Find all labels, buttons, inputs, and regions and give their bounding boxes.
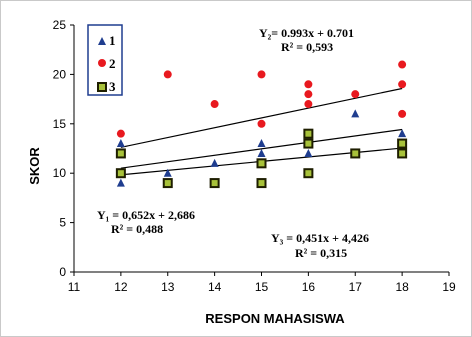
point-series-3 (209, 178, 220, 189)
point-series-3 (397, 138, 408, 149)
point-series-2 (398, 109, 407, 118)
point-series-3 (397, 148, 408, 159)
y-tick-label: 5 (59, 216, 66, 230)
point-series-1 (257, 148, 266, 157)
point-series-2 (210, 100, 219, 109)
trendline-series-1 (120, 128, 403, 169)
x-tick-label: 13 (161, 280, 175, 294)
legend-marker-circle (98, 59, 106, 67)
point-series-2 (398, 80, 407, 89)
point-series-2 (304, 90, 313, 99)
x-tick-label: 16 (302, 280, 316, 294)
point-series-2 (304, 80, 313, 89)
trendline-series-2 (120, 87, 403, 148)
point-series-2 (163, 70, 172, 79)
point-series-1 (116, 178, 125, 187)
y-tick-label: 25 (53, 18, 67, 32)
legend-marker-triangle (98, 37, 106, 45)
point-series-3 (303, 168, 314, 179)
point-series-2 (116, 129, 125, 138)
point-series-3 (162, 178, 173, 189)
point-series-1 (163, 168, 172, 177)
point-series-3 (303, 138, 314, 149)
point-series-2 (398, 60, 407, 69)
legend: 1 2 3 (87, 24, 123, 96)
point-series-3 (115, 168, 126, 179)
point-series-2 (304, 100, 313, 109)
y-tick-label: 15 (53, 117, 67, 131)
eq-y1-line2: R² = 0,488 (111, 222, 163, 236)
eq-y3-line1: Y₃ = 0,451x + 4,426 (271, 231, 369, 245)
eq-y1-line1: Y₁ = 0,652x + 2,686 (97, 208, 195, 222)
point-series-1 (210, 158, 219, 167)
x-tick-label: 11 (68, 280, 81, 294)
point-series-1 (351, 109, 360, 118)
x-tick-label: 12 (114, 280, 128, 294)
y-axis-title: SKOR (27, 147, 42, 185)
eq-y2-line2: R² = 0,593 (281, 40, 333, 54)
x-tick-label: 19 (442, 280, 456, 294)
eq-y2-line1: Y₂= 0.993x + 0.701 (259, 26, 354, 40)
legend-label-2: 2 (109, 56, 116, 71)
y-tick-label: 10 (53, 166, 67, 180)
y-ticks: 0 5 10 15 20 25 (53, 18, 74, 279)
legend-label-3: 3 (109, 79, 116, 94)
x-tick-label: 15 (255, 280, 269, 294)
data-points (115, 60, 408, 189)
x-tick-label: 17 (349, 280, 363, 294)
point-series-1 (398, 129, 407, 138)
legend-marker-square (97, 82, 107, 92)
point-series-3 (350, 148, 361, 159)
point-series-1 (116, 139, 125, 148)
eq-y3-line2: R² = 0,315 (295, 246, 347, 260)
y-tick-label: 0 (59, 265, 66, 279)
point-series-3 (303, 128, 314, 139)
point-series-3 (256, 158, 267, 169)
x-ticks: 11 12 13 14 15 16 17 18 19 (68, 272, 456, 294)
point-series-3 (256, 178, 267, 189)
x-axis-title: RESPON MAHASISWA (205, 311, 345, 326)
point-series-3 (115, 148, 126, 159)
point-series-2 (351, 90, 360, 99)
point-series-2 (257, 119, 266, 128)
x-tick-label: 14 (208, 280, 222, 294)
point-series-2 (257, 70, 266, 79)
point-series-1 (257, 139, 266, 148)
y-tick-label: 20 (53, 67, 67, 81)
point-series-1 (304, 148, 313, 157)
x-tick-label: 18 (395, 280, 409, 294)
legend-label-1: 1 (109, 33, 116, 48)
